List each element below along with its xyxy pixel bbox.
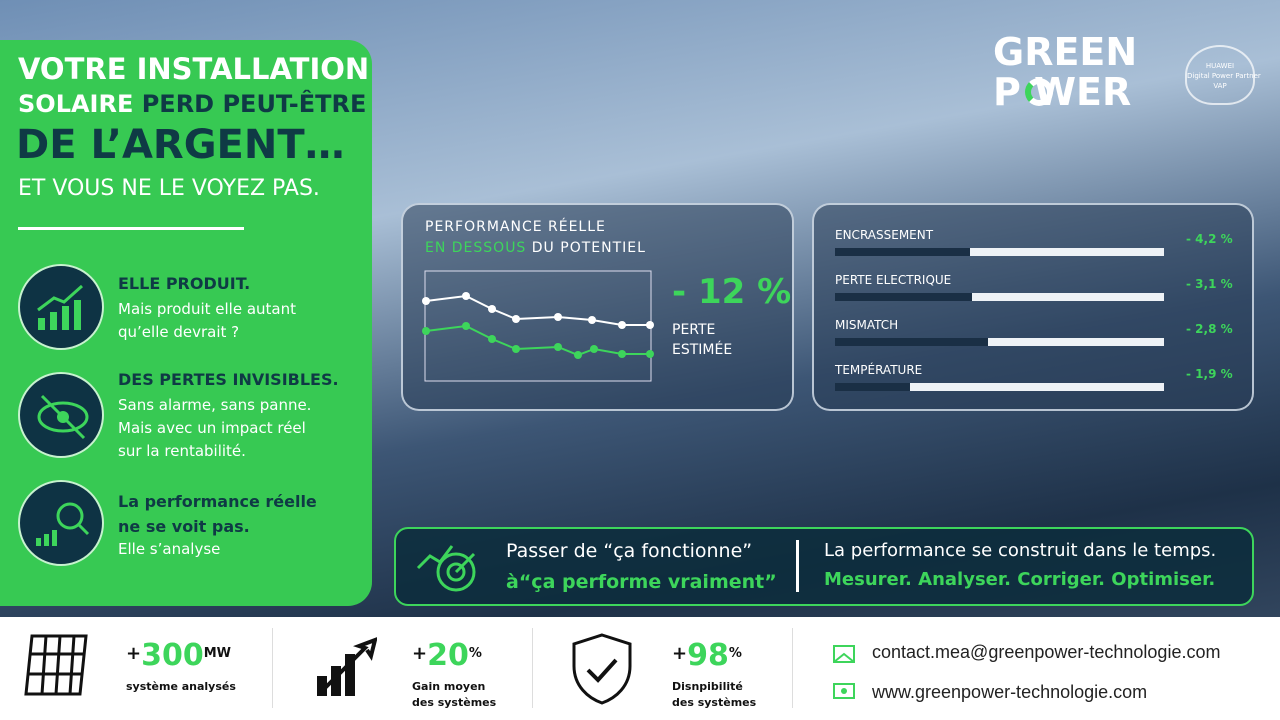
loss-value: - 12 % <box>672 272 792 312</box>
line: ne se voit pas. <box>118 517 250 536</box>
website[interactable]: www.greenpower-technologie.com <box>872 682 1148 702</box>
footer <box>0 617 1280 720</box>
point-title: DES PERTES INVISIBLES. <box>118 370 339 389</box>
line: PERTE <box>672 322 716 338</box>
icon-shield <box>572 633 632 705</box>
performance-card <box>401 203 794 411</box>
card-subtitle: EN DESSOUS DU POTENTIEL <box>425 240 646 256</box>
stat-label: des systèmes <box>412 696 497 709</box>
stat-value: +300MW <box>126 638 231 673</box>
loss-value: - 2,8 % <box>1186 322 1233 336</box>
icon-chart <box>317 637 377 696</box>
stat-unit: % <box>728 646 742 661</box>
real-line <box>425 294 650 326</box>
stat-value: 20 <box>427 638 469 673</box>
headline: ET VOUS NE LE VOYEZ PAS. <box>18 176 320 201</box>
loss-value: - 1,9 % <box>1186 367 1233 381</box>
loss-name: MISMATCH <box>835 318 899 332</box>
divider <box>18 227 244 230</box>
loss-name: PERTE ELECTRIQUE <box>835 273 952 287</box>
loss-name: TEMPÉRATURE <box>835 363 923 377</box>
stat-prefix: + <box>126 643 142 664</box>
banner-text: Mesurer. Analyser. Corriger. Optimiser. <box>824 569 1216 590</box>
loss-name: ENCRASSEMENT <box>835 228 934 242</box>
stat-label: des systèmes <box>672 696 757 709</box>
line: Mais produit elle autant <box>118 300 296 318</box>
stat-prefix: + <box>412 643 428 664</box>
points <box>422 292 654 329</box>
bar <box>910 383 1164 391</box>
word: SOLAIRE <box>18 90 134 118</box>
stat-value: 300 <box>141 638 204 673</box>
logo-text: GREEN <box>993 30 1138 74</box>
logo-text: P WER <box>993 72 1137 112</box>
badge-text: VAP <box>1213 82 1227 90</box>
stat-value: +20% <box>412 638 482 673</box>
email[interactable]: contact.mea@greenpower-technologie.com <box>872 642 1221 662</box>
stat-unit: % <box>468 646 482 661</box>
line: ESTIMÉE <box>672 342 733 358</box>
bar <box>972 293 1164 301</box>
banner-text: Passer de “ça fonctionne” <box>506 540 753 562</box>
banner <box>394 527 1254 606</box>
loss-value: - 4,2 % <box>1186 232 1233 246</box>
banner-text: à“ça performe vraiment” <box>506 571 777 593</box>
bar <box>988 338 1164 346</box>
footer-divider <box>272 628 273 708</box>
losses-card <box>812 203 1254 411</box>
headline: DE L’ARGENT… <box>16 122 345 168</box>
point-body: Sans alarme, sans panne. Mais avec un imp… <box>118 394 311 463</box>
badge-text: HUAWEI <box>1205 62 1235 70</box>
loss-value: - 3,1 % <box>1186 277 1233 291</box>
word: PERD PEUT-ÊTRE <box>141 90 367 118</box>
stat-prefix: + <box>672 643 688 664</box>
stat-value: 98 <box>687 638 729 673</box>
line: La performance réelle <box>118 492 317 511</box>
headline: SOLAIRE PERD PEUT-ÊTRE <box>18 90 366 118</box>
stat-label: Gain moyen <box>412 680 486 693</box>
point-title: ELLE PRODUIT. <box>118 274 251 293</box>
logo: GREEN P WER <box>993 32 1137 112</box>
stat-unit: MW <box>203 646 231 661</box>
line: qu’elle devrait ? <box>118 323 240 341</box>
footer-divider <box>532 628 533 708</box>
line: Sans alarme, sans panne. <box>118 396 312 414</box>
word: EN DESSOUS <box>425 240 527 256</box>
icon-panels <box>24 634 88 696</box>
logo-word: P WER <box>993 70 1132 114</box>
separator <box>796 540 799 592</box>
contact-icons <box>833 645 855 699</box>
line: sur la rentabilité. <box>118 442 246 460</box>
logo-o <box>1025 78 1053 106</box>
point-body: Mais produit elle autant qu’elle devrait … <box>118 298 296 344</box>
mini-chart <box>422 270 654 382</box>
line: Mais avec un impact réel <box>118 419 306 437</box>
stat-label: Disnpibilité <box>672 680 743 693</box>
badge-text: Digital Power Partner <box>1187 72 1261 80</box>
stat-label: système analysés <box>126 680 236 693</box>
banner-icon <box>416 545 476 592</box>
point-title: La performance réelle ne se voit pas. <box>118 489 317 539</box>
footer-divider <box>792 628 793 708</box>
card-title: PERFORMANCE RÉELLE <box>425 219 606 235</box>
word: DU POTENTIEL <box>531 240 646 256</box>
stat-value: +98% <box>672 638 742 673</box>
badge: HUAWEI Digital Power Partner VAP <box>1185 45 1261 105</box>
icon-growth <box>18 264 104 350</box>
loss-label: PERTE ESTIMÉE <box>672 320 732 360</box>
points <box>422 322 654 359</box>
headline: VOTRE INSTALLATION <box>18 52 370 86</box>
icon-hidden <box>18 372 104 458</box>
potential-line <box>425 324 650 357</box>
icon-analysis <box>18 480 104 566</box>
banner-text: La performance se construit dans le temp… <box>824 540 1217 561</box>
bar <box>970 248 1164 256</box>
point-body: Elle s’analyse <box>118 540 221 558</box>
